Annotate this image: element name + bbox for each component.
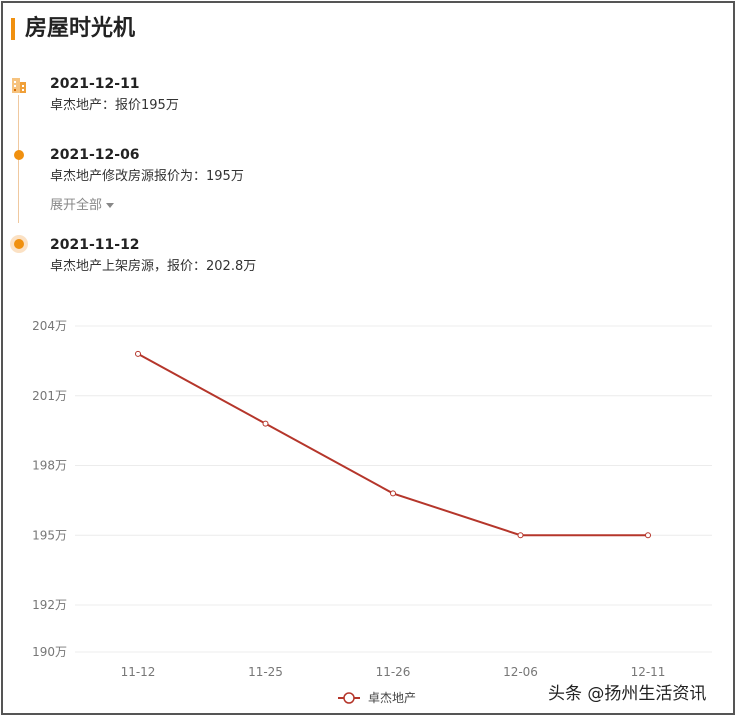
event-date: 2021-12-06: [50, 147, 140, 163]
timeline-dot: [14, 239, 24, 249]
data-point: [517, 532, 524, 539]
page-title: 房屋时光机: [25, 16, 136, 41]
data-point: [135, 350, 141, 357]
y-tick-label: 192万: [32, 598, 67, 612]
y-tick-label: 198万: [32, 459, 67, 473]
timeline-dot: [14, 150, 24, 160]
caret-down-icon: [106, 203, 115, 208]
series-line: [137, 353, 648, 537]
event-text: 卓杰地产：报价195万: [50, 98, 179, 113]
event-date: 2021-12-11: [50, 76, 140, 92]
x-tick-label: 11-12: [121, 665, 156, 679]
legend-marker: [343, 692, 355, 704]
event-date: 2021-11-12: [50, 237, 140, 253]
building-icon: [12, 78, 26, 93]
y-tick-label: 190万: [32, 645, 67, 659]
data-point: [390, 490, 396, 497]
data-point: [262, 420, 269, 427]
watermark: 头条 @扬州生活资讯: [548, 684, 707, 704]
y-tick-label: 201万: [32, 389, 67, 403]
x-tick-label: 11-26: [376, 665, 411, 679]
event-text: 卓杰地产上架房源，报价：202.8万: [50, 259, 257, 274]
legend-label: 卓杰地产: [368, 691, 416, 705]
x-tick-label: 12-11: [631, 665, 666, 679]
x-tick-label: 12-06: [503, 665, 538, 679]
y-tick-label: 195万: [32, 528, 67, 542]
y-tick-label: 204万: [32, 319, 67, 333]
title-accent-bar: [11, 18, 15, 40]
expand-all-label: 展开全部: [50, 198, 103, 213]
data-point: [645, 532, 651, 539]
x-tick-label: 11-25: [248, 665, 283, 679]
expand-all-link[interactable]: 展开全部: [50, 197, 115, 215]
event-text: 卓杰地产修改房源报价为：195万: [50, 169, 244, 184]
